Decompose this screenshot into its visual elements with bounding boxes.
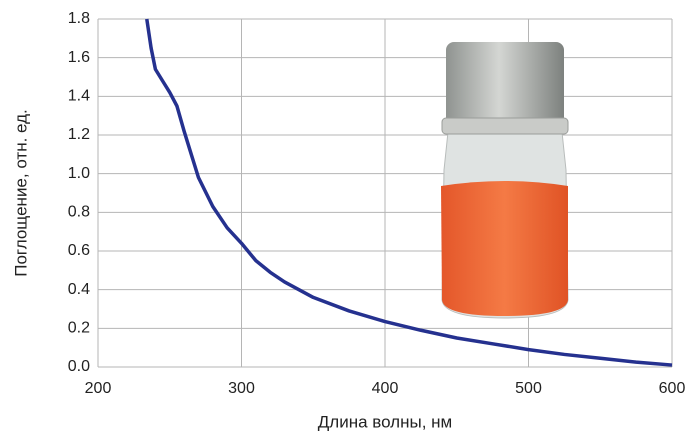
vial-photo (441, 42, 569, 319)
y-tick-label: 1.2 (68, 126, 90, 143)
vial-liquid (441, 181, 568, 316)
y-tick-label: 0.6 (68, 242, 90, 259)
x-tick-label: 400 (372, 380, 399, 397)
y-tick-label: 0.8 (68, 204, 90, 221)
y-tick-label: 1.8 (68, 10, 90, 27)
y-tick-label: 0.2 (68, 320, 90, 337)
y-tick-label: 1.6 (68, 49, 90, 66)
x-axis-label: Длина волны, нм (318, 412, 452, 431)
vial-cap-ring (441, 117, 569, 135)
y-tick-label: 1.0 (68, 165, 90, 182)
y-axis-label: Поглощение, отн. ед. (11, 109, 30, 277)
data-line (145, 18, 673, 367)
y-tick-label: 0.0 (68, 358, 90, 375)
x-tick-label: 600 (659, 380, 686, 397)
x-tick-label: 500 (515, 380, 542, 397)
x-tick-label: 200 (85, 380, 112, 397)
vial-cap (446, 42, 564, 126)
y-tick-label: 1.4 (68, 88, 90, 105)
x-tick-label: 300 (228, 380, 255, 397)
y-tick-label: 0.4 (68, 281, 90, 298)
